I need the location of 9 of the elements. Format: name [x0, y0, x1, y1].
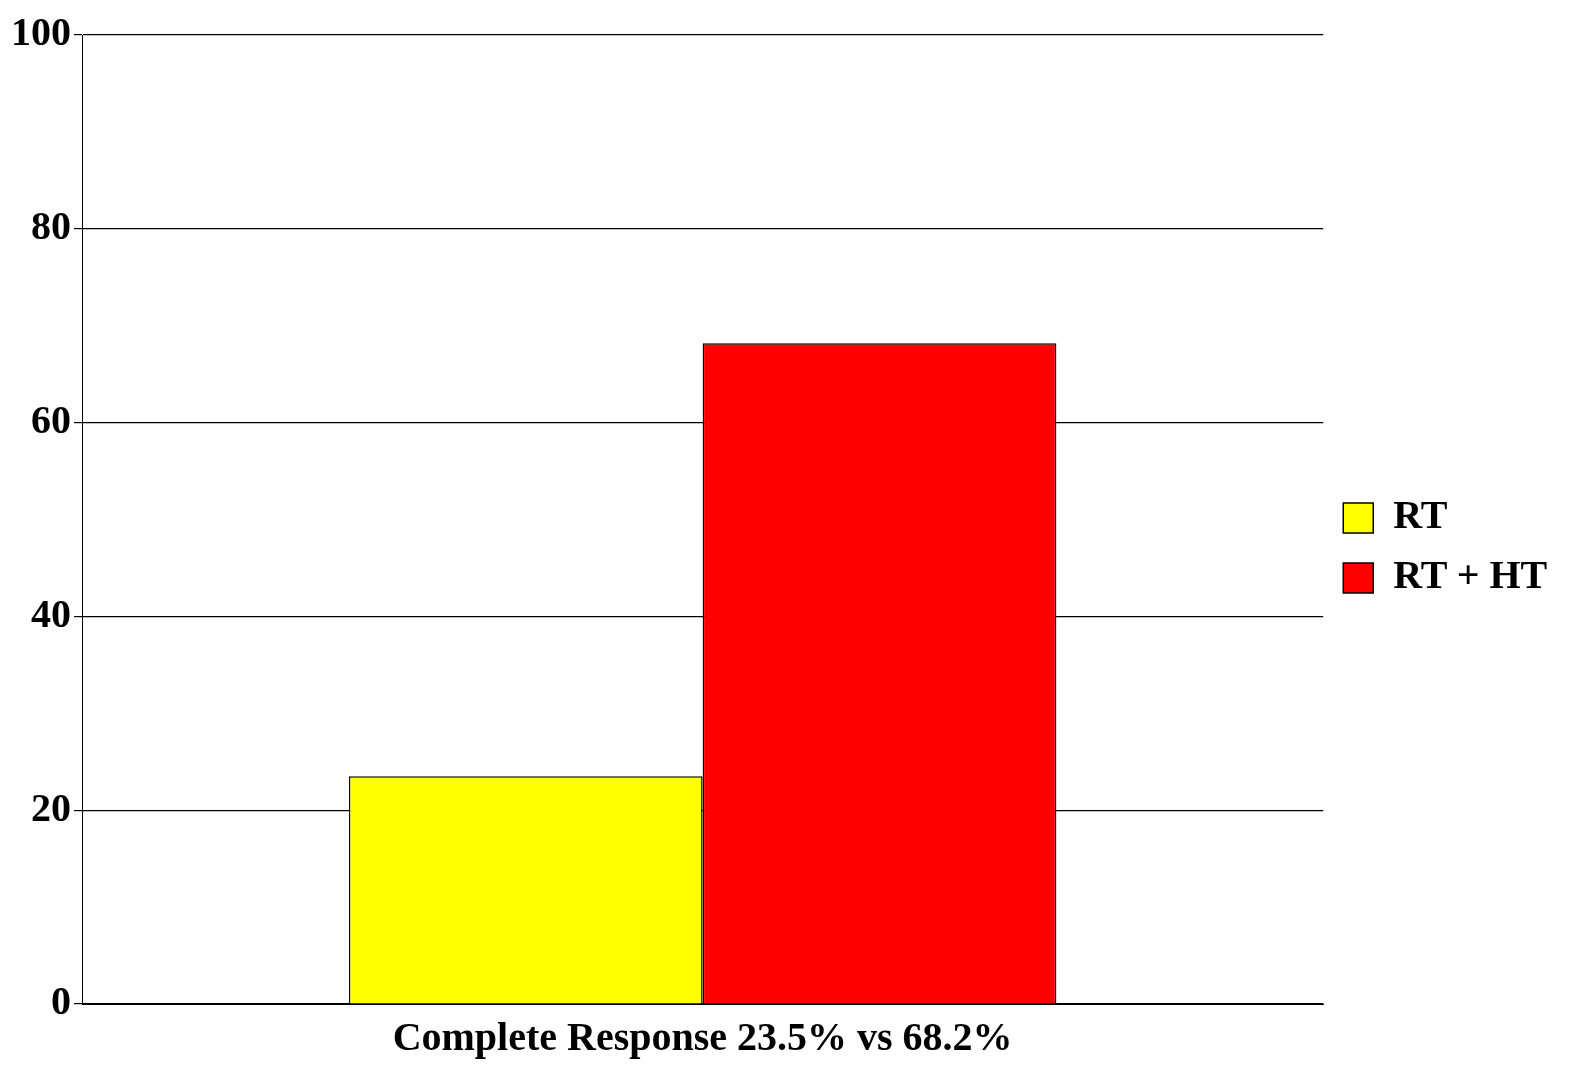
x-axis-title: Complete Response 23.5% vs 68.2%: [392, 1014, 1013, 1060]
y-tick-label: 40: [31, 590, 71, 636]
y-tick-label: 100: [11, 9, 71, 55]
legend-label: RT: [1393, 492, 1448, 538]
y-tick-label: 80: [31, 203, 71, 249]
y-tick-label: 20: [31, 784, 71, 830]
y-tick-label: 0: [51, 978, 71, 1024]
y-tick-label: 60: [31, 396, 71, 442]
legend-label: RT + HT: [1393, 552, 1548, 598]
